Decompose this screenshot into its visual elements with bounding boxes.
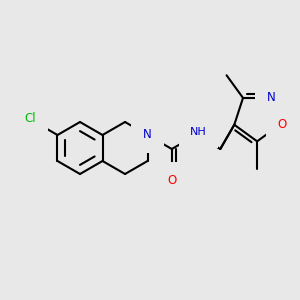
Text: O: O [167, 173, 176, 187]
Text: N: N [143, 128, 152, 142]
Text: Cl: Cl [24, 112, 36, 125]
Text: NH: NH [190, 127, 206, 137]
Text: N: N [267, 92, 276, 104]
Text: O: O [277, 118, 286, 131]
